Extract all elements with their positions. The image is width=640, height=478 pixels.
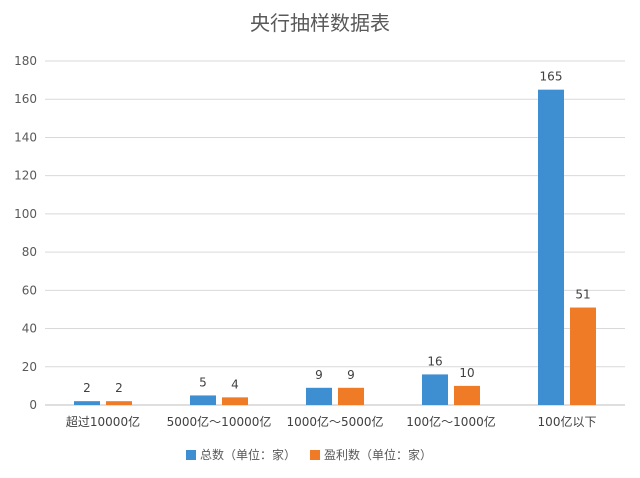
data-label: 51 [575,288,590,302]
data-label: 5 [199,375,207,389]
y-tick-label: 140 [14,130,37,144]
data-label: 4 [231,377,239,391]
data-label: 165 [540,70,563,84]
gridlines [45,60,625,406]
bar [338,387,364,405]
bar [454,385,480,405]
x-tick-label: 1000亿～5000亿 [286,414,383,429]
y-tick-label: 100 [14,207,37,221]
data-label: 2 [115,381,123,395]
chart-title: 央行抽样数据表 [250,11,390,35]
bar [422,374,448,405]
data-label: 9 [315,368,323,382]
y-tick-label: 180 [14,54,37,68]
bar [570,307,596,405]
y-tick-label: 0 [29,398,37,412]
y-tick-label: 160 [14,92,37,106]
x-tick-label: 100亿以下 [538,414,597,429]
y-tick-label: 40 [22,322,37,336]
legend-swatch [310,450,321,460]
bar [222,397,248,405]
y-tick-label: 20 [22,360,37,374]
legend-swatch [186,450,196,460]
x-tick-label: 5000亿～10000亿 [167,414,272,429]
bar [106,401,132,405]
x-tick-label: 100亿～1000亿 [406,414,495,429]
x-tick-label: 超过10000亿 [66,414,140,429]
data-labels: 2 2 5 4 9 9 16 10 165 51 [83,70,590,396]
legend-label: 盈利数（单位：家） [324,447,432,462]
legend: 总数（单位：家） 盈利数（单位：家） [186,447,432,462]
bar [74,401,100,405]
bar [306,387,332,405]
x-axis: 超过10000亿 5000亿～10000亿 1000亿～5000亿 100亿～1000… [66,414,597,429]
data-label: 10 [459,366,474,380]
bar [538,89,564,406]
data-label: 2 [83,381,91,395]
y-tick-label: 80 [22,245,37,259]
y-tick-label: 60 [22,283,37,297]
data-label: 9 [347,368,355,382]
y-axis: 0 20 40 60 80 100 120 140 160 180 [14,54,37,412]
data-label: 16 [427,354,442,368]
y-tick-label: 120 [14,169,37,183]
bars [74,89,596,406]
bar [190,395,216,405]
legend-label: 总数（单位：家） [200,447,296,462]
